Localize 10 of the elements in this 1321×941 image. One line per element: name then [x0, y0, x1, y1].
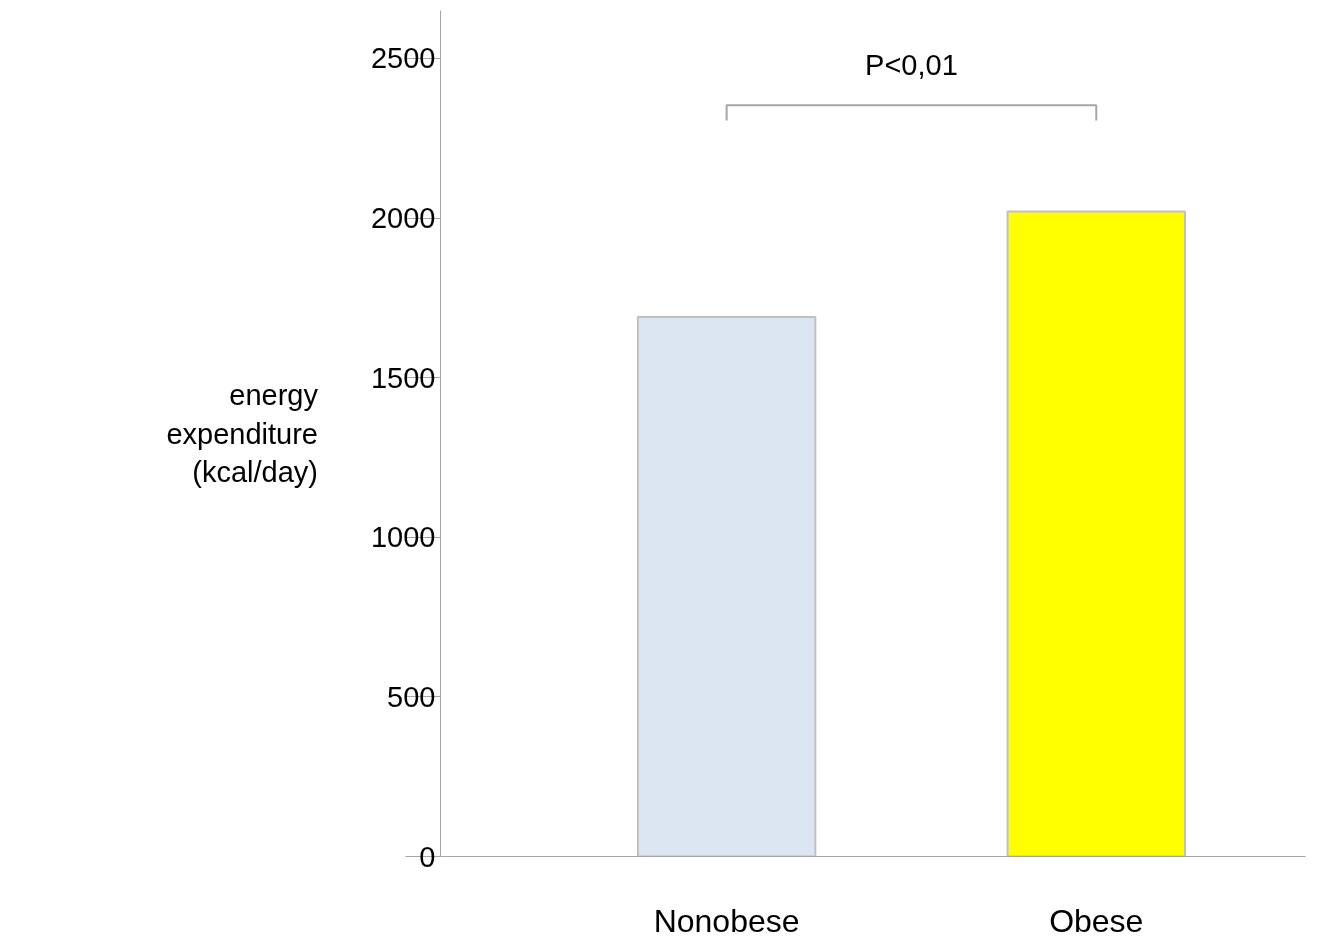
y-tick-label: 1000	[370, 521, 436, 554]
y-tick-label: 2000	[370, 202, 436, 235]
x-tick-label: Nonobese	[653, 902, 800, 939]
annotation: P<0,01	[865, 49, 958, 82]
y-tick-label: 500	[387, 680, 436, 713]
y-tick-label: 0	[419, 840, 436, 873]
y-tick-label: 1500	[370, 361, 436, 394]
y-axis-title: energy expenditure (kcal/day)	[166, 379, 319, 488]
x-tick-label: Obese	[1049, 902, 1144, 939]
y-tick-label: 2500	[370, 42, 436, 75]
